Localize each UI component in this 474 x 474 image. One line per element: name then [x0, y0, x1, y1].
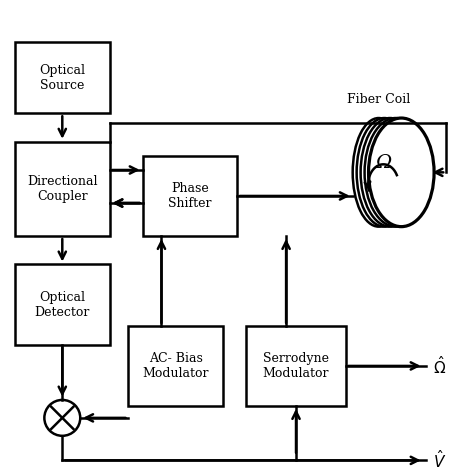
Text: $\hat{V}$: $\hat{V}$: [433, 449, 446, 471]
Text: Ω: Ω: [375, 154, 392, 172]
Text: Phase
Shifter: Phase Shifter: [168, 182, 211, 210]
Bar: [128, 326, 223, 406]
Bar: [15, 43, 109, 113]
Bar: [246, 326, 346, 406]
Ellipse shape: [356, 118, 412, 227]
Text: Optical
Source: Optical Source: [39, 64, 85, 92]
Ellipse shape: [353, 118, 405, 227]
Bar: [15, 264, 109, 345]
Text: AC- Bias
Modulator: AC- Bias Modulator: [142, 352, 209, 380]
Ellipse shape: [361, 118, 419, 227]
Text: Serrodyne
Modulator: Serrodyne Modulator: [263, 352, 329, 380]
Text: $\hat{\Omega}$: $\hat{\Omega}$: [433, 355, 446, 377]
Circle shape: [45, 400, 80, 436]
Bar: [143, 156, 237, 236]
Text: Optical
Detector: Optical Detector: [35, 291, 90, 319]
Bar: [15, 142, 109, 236]
Text: Fiber Coil: Fiber Coil: [347, 93, 410, 106]
Ellipse shape: [369, 118, 434, 227]
Text: Directional
Coupler: Directional Coupler: [27, 175, 98, 203]
Ellipse shape: [365, 118, 427, 227]
